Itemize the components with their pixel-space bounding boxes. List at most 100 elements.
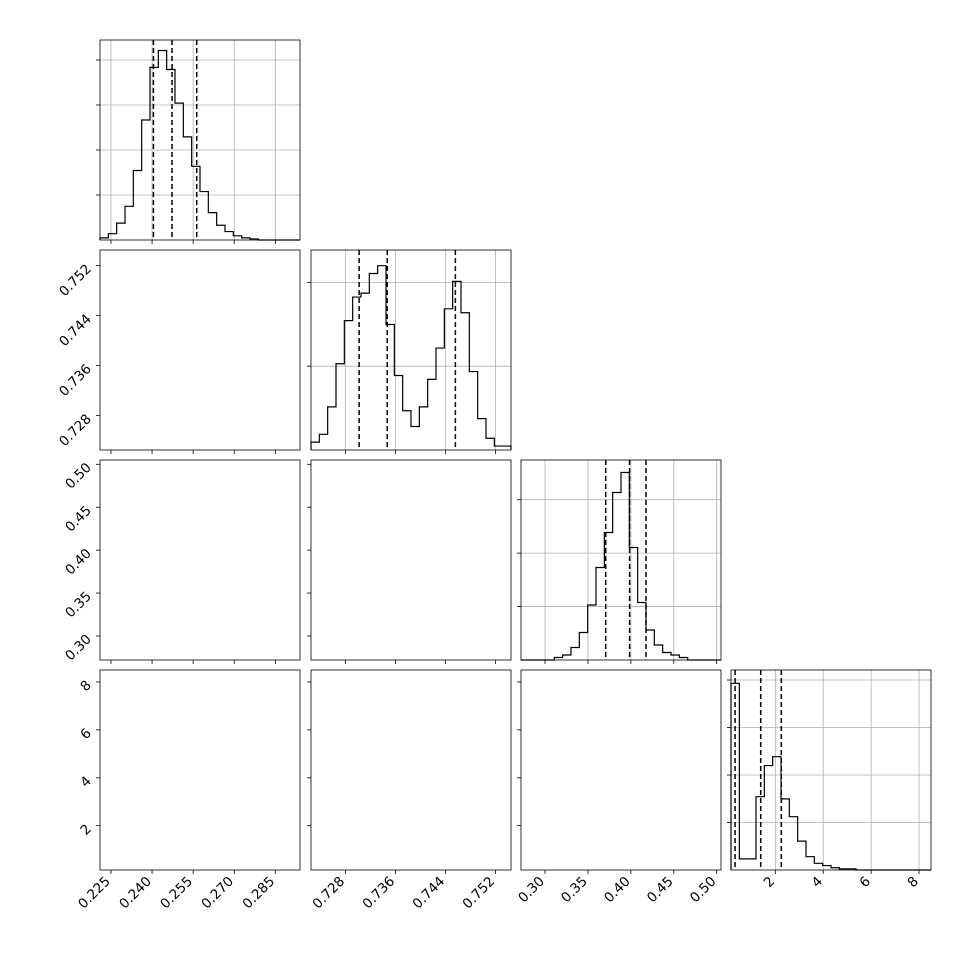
scatter-point (205, 574, 207, 576)
scatter-point (154, 414, 156, 416)
scatter-point (212, 290, 214, 292)
scatter-point (163, 387, 165, 389)
scatter-point (189, 300, 191, 302)
scatter-point (145, 382, 147, 384)
scatter-point (188, 545, 190, 547)
scatter-point (174, 372, 176, 374)
scatter-point (186, 541, 188, 543)
scatter-point (188, 546, 190, 548)
scatter-point (199, 552, 201, 554)
scatter-point (175, 356, 177, 358)
scatter-point (176, 369, 178, 371)
scatter-point (216, 595, 218, 597)
scatter-point (185, 303, 187, 305)
scatter-point (146, 370, 148, 372)
scatter-point (153, 304, 155, 306)
scatter-point (156, 317, 158, 319)
scatter-point (178, 349, 180, 351)
scatter-point (161, 426, 163, 428)
scatter-point (204, 353, 206, 355)
scatter-point (173, 547, 175, 549)
scatter-point (209, 360, 211, 362)
scatter-point (161, 302, 163, 304)
scatter-point (217, 360, 219, 362)
scatter-point (194, 346, 196, 348)
scatter-point (179, 370, 181, 372)
scatter-point (198, 565, 200, 567)
scatter-point (158, 402, 160, 404)
scatter-point (200, 327, 202, 329)
scatter-point (163, 312, 165, 314)
scatter-point (177, 358, 179, 360)
scatter-point (194, 581, 196, 583)
scatter-point (218, 579, 220, 581)
scatter-point (156, 405, 158, 407)
scatter-point (186, 308, 188, 310)
scatter-point (175, 386, 177, 388)
density-contour (119, 326, 227, 434)
scatter-point (205, 363, 207, 365)
scatter-point (174, 322, 176, 324)
scatter-point (128, 514, 130, 516)
scatter-point (175, 394, 177, 396)
scatter-point (155, 375, 157, 377)
scatter-point (164, 404, 166, 406)
scatter-point (206, 294, 208, 296)
scatter-point (207, 287, 209, 289)
scatter-point (172, 308, 174, 310)
scatter-point (191, 374, 193, 376)
scatter-point (192, 549, 194, 551)
scatter-point (188, 318, 190, 320)
scatter-point (188, 357, 190, 359)
scatter-point (177, 514, 179, 516)
scatter-point (152, 553, 154, 555)
scatter-point (150, 408, 152, 410)
scatter-point (163, 297, 165, 299)
scatter-point (156, 375, 158, 377)
scatter-point (214, 574, 216, 576)
scatter-point (193, 362, 195, 364)
scatter-point (182, 361, 184, 363)
scatter-point (161, 401, 163, 403)
scatter-point (180, 405, 182, 407)
scatter-point (208, 357, 210, 359)
scatter-point (181, 303, 183, 305)
scatter-point (168, 381, 170, 383)
scatter-point (184, 598, 186, 600)
scatter-point (187, 543, 189, 545)
scatter-point (158, 298, 160, 300)
scatter-point (169, 409, 171, 411)
scatter-point (136, 433, 138, 435)
scatter-point (154, 396, 156, 398)
scatter-point (156, 612, 158, 614)
scatter-point (190, 384, 192, 386)
scatter-point (167, 402, 169, 404)
scatter-point (187, 307, 189, 309)
scatter-point (225, 296, 227, 298)
scatter-point (176, 574, 178, 576)
scatter-point (181, 375, 183, 377)
scatter-point (195, 303, 197, 305)
scatter-point (181, 395, 183, 397)
scatter-point (160, 542, 162, 544)
scatter-point (190, 590, 192, 592)
scatter-point (216, 289, 218, 291)
scatter-point (176, 357, 178, 359)
scatter-point (206, 583, 208, 585)
scatter-point (172, 377, 174, 379)
scatter-point (168, 352, 170, 354)
scatter-point (168, 361, 170, 363)
scatter-point (166, 385, 168, 387)
scatter-point (184, 297, 186, 299)
scatter-point (144, 545, 146, 547)
scatter-point (200, 299, 202, 301)
scatter-point (176, 381, 178, 383)
scatter-point (185, 383, 187, 385)
scatter-point (195, 366, 197, 368)
scatter-point (179, 543, 181, 545)
scatter-point (154, 298, 156, 300)
scatter-point (177, 363, 179, 365)
scatter-point (179, 546, 181, 548)
scatter-point (158, 564, 160, 566)
scatter-point (161, 507, 163, 509)
